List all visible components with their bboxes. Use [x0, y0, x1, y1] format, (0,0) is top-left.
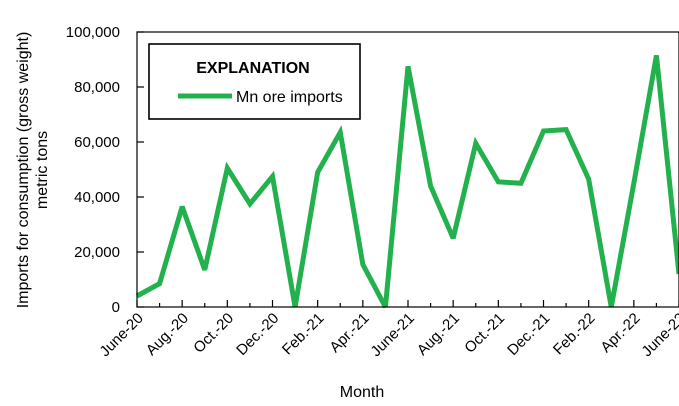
- y-axis-title: Imports for consumption (gross weight) m…: [15, 32, 51, 309]
- legend-box: [148, 43, 361, 120]
- y-axis-ticks: 0 20,000 40,000 60,000 80,000 100,000: [66, 24, 144, 316]
- series-line-mn-ore-imports: [135, 54, 679, 309]
- x-axis-ticks: June-20Aug.-20Oct.-20Dec.-20Feb.-21Apr.-…: [96, 300, 679, 360]
- x-tick-label: Dec.-20: [233, 310, 282, 359]
- data-point: [496, 180, 500, 184]
- x-tick-label: Oct.-21: [461, 310, 508, 357]
- y-tick-label: 0: [112, 299, 120, 316]
- x-tick-label: Apr.-21: [326, 310, 372, 356]
- data-point: [180, 205, 184, 209]
- legend: EXPLANATION Mn ore imports: [148, 43, 361, 120]
- series-layer: [135, 53, 679, 309]
- x-tick-label: Aug.-21: [414, 310, 463, 359]
- y-tick-label: 60,000: [74, 134, 120, 151]
- x-tick-label: Apr.-22: [597, 310, 643, 356]
- x-tick-label: June-22: [638, 310, 679, 360]
- y-tick-label: 40,000: [74, 189, 120, 206]
- x-tick-label: Aug.-20: [143, 310, 192, 359]
- x-tick-label: Feb.-21: [279, 310, 328, 359]
- data-point: [451, 236, 455, 240]
- data-point: [158, 282, 162, 286]
- data-point: [316, 170, 320, 174]
- data-point: [542, 129, 546, 133]
- data-point: [587, 177, 591, 181]
- data-point: [474, 141, 478, 145]
- data-point: [203, 268, 207, 272]
- data-point: [632, 181, 636, 185]
- data-point: [564, 128, 568, 132]
- data-point: [248, 202, 252, 206]
- plot-frame: [136, 31, 679, 308]
- y-tick-label: 20,000: [74, 244, 120, 261]
- x-tick-label: Dec.-21: [504, 310, 553, 359]
- y-tick-label: 100,000: [66, 24, 120, 41]
- y-axis-title-line-2: metric tons: [34, 131, 51, 209]
- x-tick-label: June-20: [96, 310, 146, 360]
- x-tick-label: June-21: [367, 310, 417, 360]
- legend-title: EXPLANATION: [196, 60, 309, 77]
- data-point: [225, 166, 229, 170]
- data-point: [429, 184, 433, 188]
- x-tick-label: Feb.-22: [550, 310, 599, 359]
- x-axis-title: Month: [340, 384, 384, 401]
- data-point: [654, 53, 658, 57]
- x-tick-label: Oct.-20: [190, 310, 237, 357]
- data-point: [519, 181, 523, 185]
- data-point: [406, 64, 410, 68]
- data-point: [271, 174, 275, 178]
- legend-series-label: Mn ore imports: [236, 89, 343, 106]
- y-tick-label: 80,000: [74, 79, 120, 96]
- data-point: [338, 130, 342, 134]
- data-point: [361, 262, 365, 266]
- y-axis-title-line-1: Imports for consumption (gross weight): [15, 32, 32, 309]
